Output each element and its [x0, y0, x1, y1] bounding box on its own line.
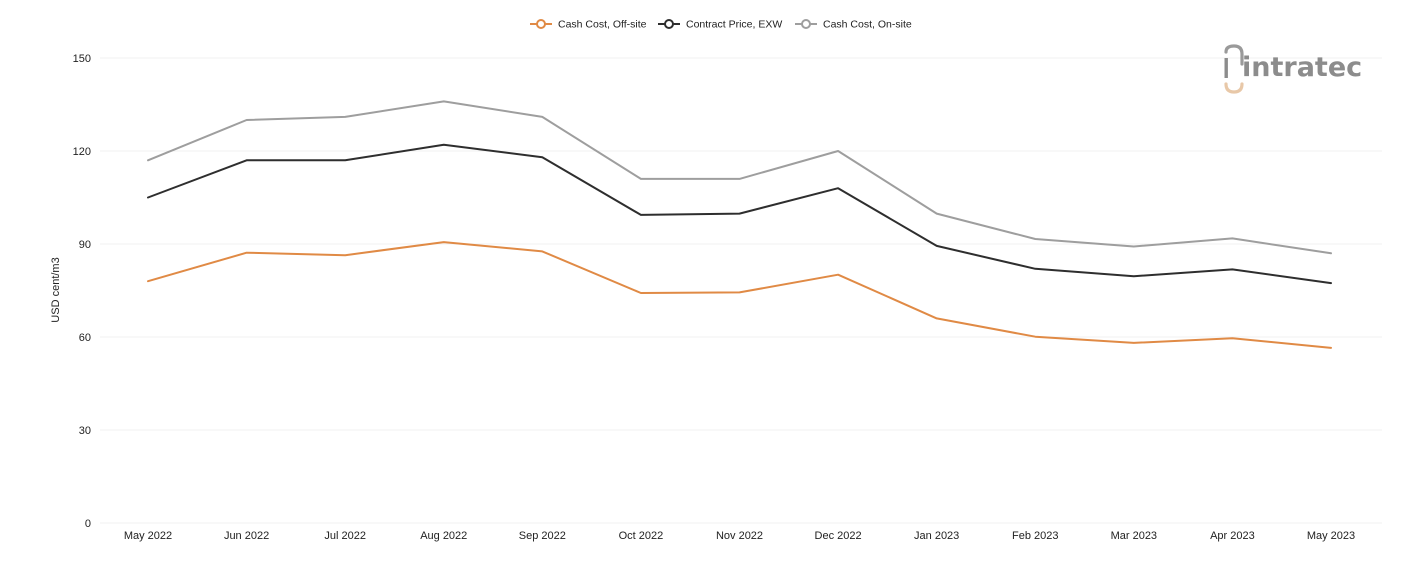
legend-label: Cash Cost, On-site	[823, 19, 912, 31]
y-tick-label: 150	[73, 53, 91, 65]
legend-item: Cash Cost, Off-site	[530, 19, 647, 31]
x-tick-label: Jun 2022	[224, 530, 269, 542]
legend: Cash Cost, Off-site Contract Price, EXW Ca…	[530, 19, 912, 31]
y-tick-label: 30	[79, 425, 91, 437]
logo-text: intratec	[1242, 52, 1362, 83]
x-tick-label: Sep 2022	[519, 530, 566, 542]
y-tick-label: 0	[85, 518, 91, 530]
logo-stem-icon	[1224, 58, 1228, 78]
logo-arc-icon	[1224, 44, 1244, 66]
x-axis-ticks: May 2022 Jun 2022 Jul 2022 Aug 2022 Sep 2022…	[124, 530, 1355, 542]
x-tick-label: Dec 2022	[815, 530, 862, 542]
intratec-logo: intratec	[1224, 44, 1362, 94]
series-line	[147, 100, 1332, 255]
x-tick-label: May 2023	[1307, 530, 1355, 542]
y-tick-label: 90	[79, 239, 91, 251]
x-tick-label: Jan 2023	[914, 530, 959, 542]
x-tick-label: Apr 2023	[1210, 530, 1255, 542]
x-tick-label: Aug 2022	[420, 530, 467, 542]
x-tick-label: Feb 2023	[1012, 530, 1058, 542]
x-tick-label: Jul 2022	[324, 530, 366, 542]
y-axis-ticks: 0 30 60 90 120 150	[73, 53, 91, 530]
x-tick-label: May 2022	[124, 530, 172, 542]
legend-item: Contract Price, EXW	[658, 19, 782, 31]
y-tick-label: 120	[73, 146, 91, 158]
legend-circle-marker	[801, 19, 811, 29]
x-tick-label: Oct 2022	[619, 530, 664, 542]
series-lines	[147, 100, 1332, 349]
legend-item: Cash Cost, On-site	[795, 19, 912, 31]
y-tick-label: 60	[79, 332, 91, 344]
x-tick-label: Mar 2023	[1111, 530, 1157, 542]
legend-label: Contract Price, EXW	[686, 19, 782, 31]
x-tick-label: Nov 2022	[716, 530, 763, 542]
logo-hook-icon	[1224, 82, 1244, 94]
grid-lines	[100, 57, 1382, 524]
series-line	[147, 143, 1332, 285]
legend-label: Cash Cost, Off-site	[558, 19, 647, 31]
y-axis-title: USD cent/m3	[50, 257, 62, 322]
series-line	[147, 241, 1332, 349]
legend-circle-marker	[536, 19, 546, 29]
legend-circle-marker	[664, 19, 674, 29]
